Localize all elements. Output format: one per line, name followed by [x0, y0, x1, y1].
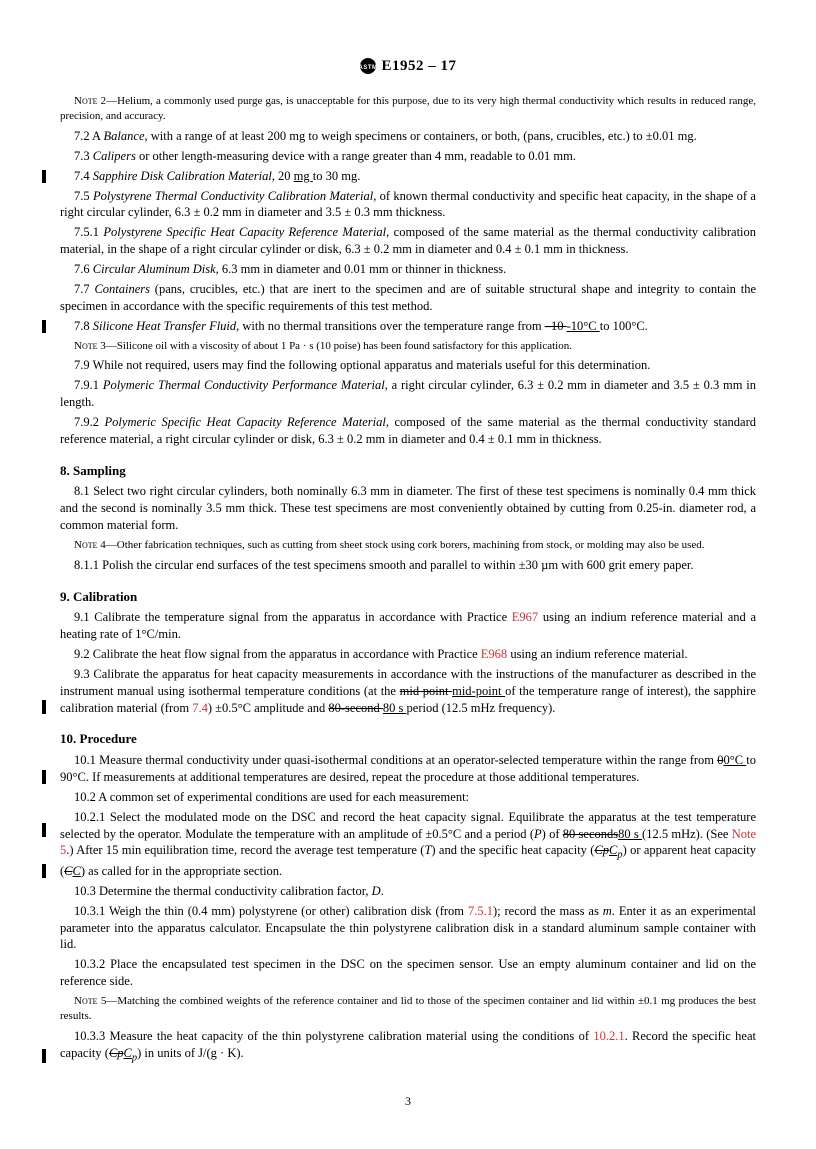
para-7.2: 7.2 A Balance, with a range of at least …: [60, 128, 756, 145]
para-7.6: 7.6 Circular Aluminum Disk, 6.3 mm in di…: [60, 261, 756, 278]
page-header: ASTM E1952 – 17: [60, 56, 756, 76]
para-9.2: 9.2 Calibrate the heat flow signal from …: [60, 646, 756, 663]
change-bar-icon: [42, 864, 46, 878]
ref-7.4[interactable]: 7.4: [192, 701, 208, 715]
change-bar-icon: [42, 320, 46, 333]
para-7.8: 7.8 Silicone Heat Transfer Fluid, with n…: [60, 318, 756, 335]
para-7.4: 7.4 Sapphire Disk Calibration Material, …: [60, 168, 756, 185]
para-10.3.1: 10.3.1 Weigh the thin (0.4 mm) polystyre…: [60, 903, 756, 954]
change-bar-icon: [42, 823, 46, 837]
para-7.9.1: 7.9.1 Polymeric Thermal Conductivity Per…: [60, 377, 756, 411]
para-8.1: 8.1 Select two right circular cylinders,…: [60, 483, 756, 534]
note-5: Note 5—Matching the combined weights of …: [60, 994, 756, 1024]
ref-e968[interactable]: E968: [481, 647, 507, 661]
para-7.9: 7.9 While not required, users may find t…: [60, 357, 756, 374]
section-10-title: 10. Procedure: [60, 730, 756, 748]
note-3: Note 3—Silicone oil with a viscosity of …: [60, 339, 756, 354]
para-10.1: 10.1 Measure thermal conductivity under …: [60, 752, 756, 786]
para-10.2.1: 10.2.1 Select the modulated mode on the …: [60, 809, 756, 880]
page-number: 3: [60, 1093, 756, 1109]
change-bar-icon: [42, 700, 46, 714]
ref-e967[interactable]: E967: [512, 610, 538, 624]
note-4: Note 4—Other fabrication techniques, suc…: [60, 538, 756, 553]
standard-number: E1952 – 17: [381, 58, 456, 74]
para-7.5: 7.5 Polystyrene Thermal Conductivity Cal…: [60, 188, 756, 222]
para-7.9.2: 7.9.2 Polymeric Specific Heat Capacity R…: [60, 414, 756, 448]
para-9.1: 9.1 Calibrate the temperature signal fro…: [60, 609, 756, 643]
change-bar-icon: [42, 770, 46, 784]
section-8-title: 8. Sampling: [60, 462, 756, 480]
para-9.3: 9.3 Calibrate the apparatus for heat cap…: [60, 666, 756, 717]
para-10.2: 10.2 A common set of experimental condit…: [60, 789, 756, 806]
para-7.3: 7.3 Calipers or other length-measuring d…: [60, 148, 756, 165]
astm-logo-icon: ASTM: [359, 57, 377, 75]
ref-7.5.1[interactable]: 7.5.1: [468, 904, 493, 918]
change-bar-icon: [42, 170, 46, 183]
section-9-title: 9. Calibration: [60, 588, 756, 606]
para-7.7: 7.7 Containers (pans, crucibles, etc.) t…: [60, 281, 756, 315]
para-10.3: 10.3 Determine the thermal conductivity …: [60, 883, 756, 900]
para-8.1.1: 8.1.1 Polish the circular end surfaces o…: [60, 557, 756, 574]
change-bar-icon: [42, 1049, 46, 1063]
para-10.3.3: 10.3.3 Measure the heat capacity of the …: [60, 1028, 756, 1065]
para-10.3.2: 10.3.2 Place the encapsulated test speci…: [60, 956, 756, 990]
ref-10.2.1[interactable]: 10.2.1: [593, 1029, 624, 1043]
note-2: Note 2—Helium, a commonly used purge gas…: [60, 94, 756, 124]
svg-text:ASTM: ASTM: [359, 65, 377, 71]
para-7.5.1: 7.5.1 Polystyrene Specific Heat Capacity…: [60, 224, 756, 258]
